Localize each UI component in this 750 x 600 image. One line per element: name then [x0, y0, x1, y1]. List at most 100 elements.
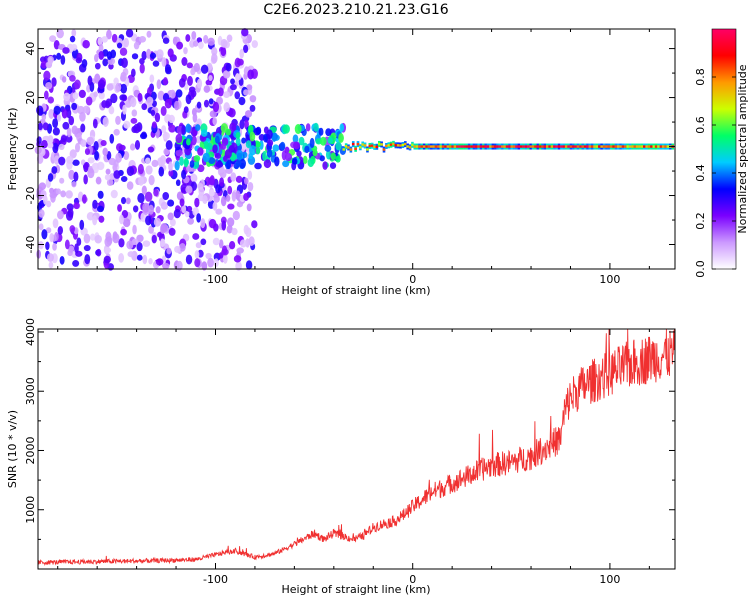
- spectrogram-cell: [46, 200, 52, 208]
- spectrogram-cell: [45, 82, 53, 90]
- spectrogram-cell: [451, 145, 454, 148]
- spectrogram-cell: [111, 33, 118, 43]
- spectrogram-cell: [168, 124, 176, 133]
- spectrogram-cell: [329, 162, 337, 170]
- spectrogram-cell: [274, 156, 280, 167]
- spectrogram-cell: [262, 150, 267, 161]
- spectrogram-cell: [96, 161, 105, 171]
- spectrogram-cell: [422, 145, 426, 148]
- spectrogram-cell: [57, 225, 64, 235]
- spectrogram-cell: [110, 93, 118, 104]
- spectrogram-cell: [198, 186, 205, 196]
- spectrogram-cell: [225, 128, 232, 136]
- spectrogram-cell: [138, 36, 147, 43]
- spectrogram-cell: [119, 214, 124, 225]
- spectrogram-cell: [167, 48, 174, 58]
- spectrogram-cell: [631, 145, 634, 148]
- spectrogram-cell: [118, 144, 126, 151]
- spectrogram-cell: [109, 133, 115, 144]
- spectrogram-cell: [208, 157, 216, 165]
- spectrogram-cell: [221, 245, 228, 255]
- colorbar-gradient: [711, 28, 737, 270]
- spectrogram-cell: [349, 148, 353, 151]
- spectrogram-cell: [519, 145, 523, 148]
- spectrogram-cell: [418, 145, 421, 148]
- spectrogram-y-tick-label: 40: [24, 42, 37, 56]
- spectrogram-cell: [83, 162, 89, 173]
- spectrogram-cell: [47, 173, 54, 182]
- spectrogram-cell: [477, 145, 480, 148]
- spectrogram-cell: [72, 159, 80, 166]
- spectrogram-cell: [247, 69, 254, 80]
- spectrogram-cell: [148, 258, 153, 265]
- spectrogram-cell: [145, 215, 152, 226]
- spectrogram-cell: [203, 85, 211, 93]
- spectrogram-cell: [104, 174, 111, 181]
- spectrogram-cell: [110, 189, 118, 199]
- spectrogram-cell: [145, 157, 151, 165]
- spectrogram-cell: [453, 145, 457, 148]
- spectrogram-cell: [567, 145, 570, 148]
- spectrogram-cell: [203, 99, 210, 108]
- spectrogram-cell: [125, 28, 134, 38]
- spectrogram-cell: [619, 145, 622, 148]
- spectrogram-cell: [78, 89, 86, 99]
- spectrogram-cell: [141, 185, 147, 195]
- spectrogram-cell: [271, 132, 277, 143]
- spectrogram-cell: [67, 249, 73, 257]
- spectrogram-cell: [155, 206, 161, 214]
- spectrogram-cell: [154, 112, 161, 123]
- spectrogram-cell: [382, 148, 386, 151]
- spectrogram-cell: [94, 62, 101, 70]
- colorbar-tick-label: 0.4: [694, 164, 707, 182]
- colorbar-tick-label: 0.0: [694, 260, 707, 278]
- spectrogram-cell: [508, 145, 511, 148]
- spectrogram-cell: [156, 49, 164, 59]
- spectrogram-cell: [181, 169, 187, 180]
- spectrogram-cell: [605, 145, 608, 148]
- spectrogram-cell: [192, 112, 198, 123]
- spectrogram-cell: [458, 145, 462, 148]
- spectrogram-cell: [191, 135, 197, 146]
- spectrogram-cell: [248, 124, 254, 134]
- spectrogram-cell: [215, 161, 224, 168]
- spectrogram-cell: [243, 192, 249, 201]
- spectrogram-cell: [174, 100, 180, 111]
- spectrogram-cell: [522, 145, 525, 148]
- spectrogram-cell: [155, 258, 164, 266]
- spectrogram-cell: [638, 145, 641, 148]
- spectrogram-cell: [284, 146, 290, 154]
- spectrogram-cell: [319, 136, 327, 146]
- spectrogram-cell: [245, 140, 252, 149]
- spectrogram-cell: [235, 137, 241, 147]
- spectrogram-cell: [106, 178, 114, 186]
- spectrogram-cell: [602, 145, 606, 148]
- spectrogram-cell: [208, 177, 215, 186]
- spectrogram-cell: [68, 169, 75, 180]
- spectrogram-cell: [203, 141, 209, 150]
- snr-panel: -100 0 100 1000 2000 3000 4000 Height of stra…: [6, 318, 676, 596]
- spectrogram-cell: [93, 141, 99, 151]
- spectrogram-cell: [84, 148, 91, 155]
- spectrogram-cell: [118, 238, 125, 248]
- spectrogram-cell: [164, 98, 172, 109]
- spectrogram-cell: [106, 151, 112, 161]
- spectrogram-cell: [191, 31, 197, 40]
- spectrogram-cell: [116, 42, 123, 49]
- spectrogram-cell: [226, 225, 233, 234]
- spectrogram-cell: [373, 145, 376, 149]
- spectrogram-cell: [460, 145, 464, 148]
- spectrogram-cell: [576, 145, 580, 148]
- snr-y-tick-label: 2000: [24, 436, 37, 464]
- spectrogram-cell: [167, 199, 175, 207]
- spectrogram-cell: [225, 194, 231, 202]
- spectrogram-cell: [534, 145, 537, 148]
- spectrogram-cell: [186, 205, 193, 213]
- spectrogram-cell: [113, 77, 119, 85]
- spectrogram-cell: [162, 191, 170, 201]
- spectrogram-cell: [202, 195, 208, 204]
- spectrogram-cell: [279, 141, 286, 151]
- colorbar-tick-label: 0.8: [694, 68, 707, 86]
- spectrogram-cell: [103, 255, 111, 264]
- spectrogram-cell: [56, 210, 64, 220]
